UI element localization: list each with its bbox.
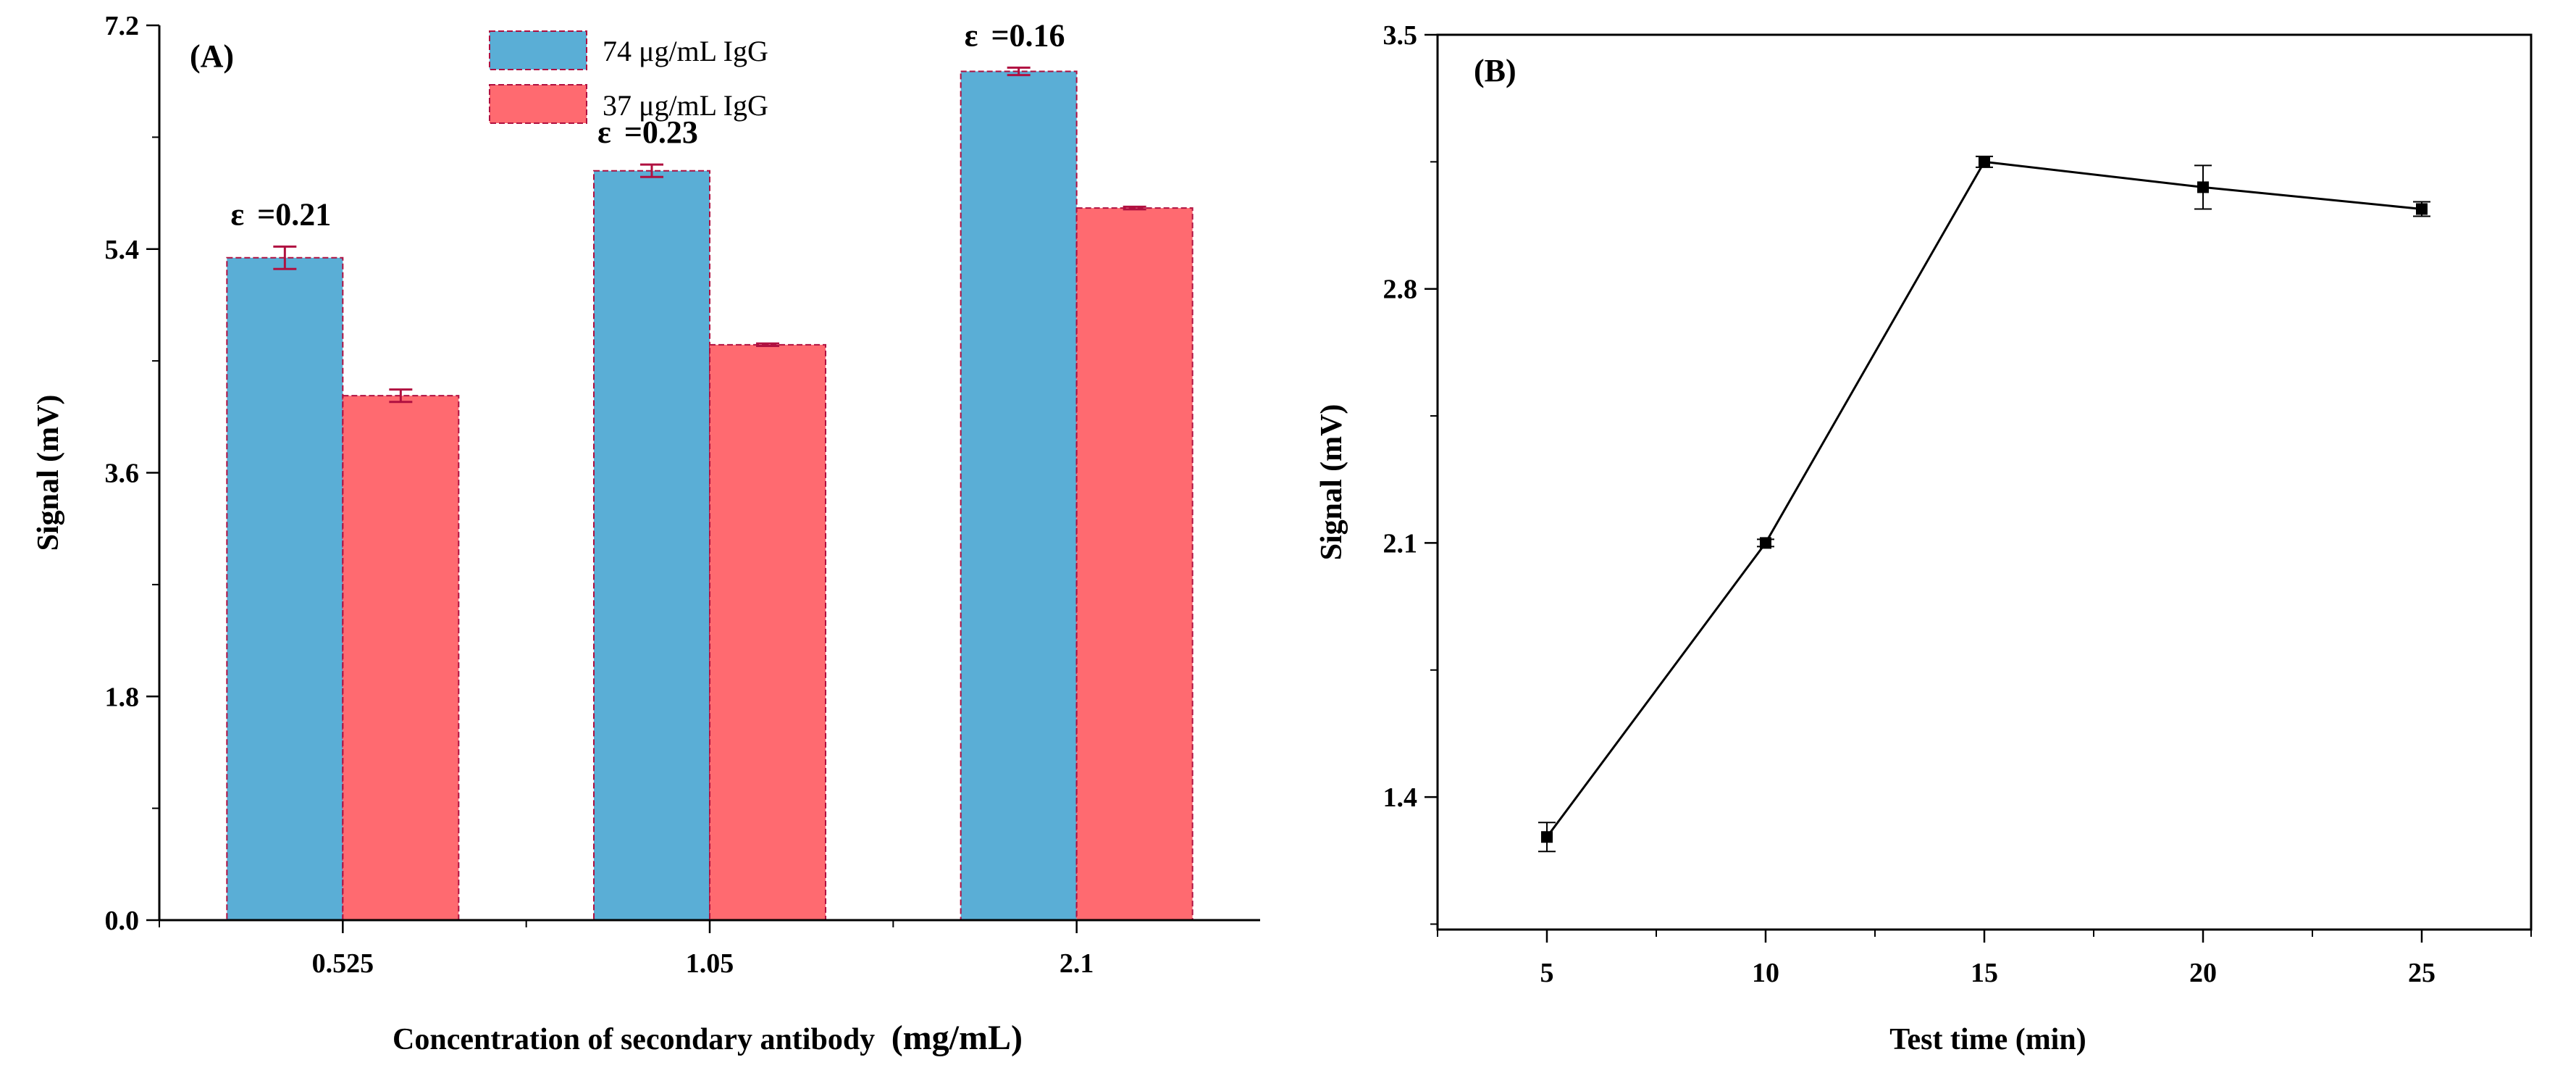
legend-label-37-igg: 37 μg/mL IgG (603, 89, 768, 122)
b-x-tick-label-25: 25 (2408, 958, 2436, 988)
series-line (1545, 160, 2422, 838)
panel-b-label: (B) (1474, 53, 1516, 88)
legend-swatch-74-igg (489, 30, 587, 70)
b-y-tick-label-3.5: 3.5 (1383, 20, 1418, 51)
y-tick-label-3.6: 3.6 (105, 459, 140, 489)
b-y-tick-label-1.4: 1.4 (1383, 782, 1418, 813)
b-x-tick-label-15: 15 (1971, 958, 1998, 988)
y-tick-label-0.0: 0.0 (105, 906, 140, 936)
panel-b-line-chart: (B) 1.4 2.1 2.8 3.5 5 10 15 20 25 Signal (mV) Te… (1315, 20, 2533, 1056)
legend-label-74-igg: 74 μg/mL IgG (603, 35, 768, 67)
bar-74-igg-2.1 (960, 70, 1078, 921)
data-point-25 (2416, 203, 2428, 215)
y-tick-label-5.4: 5.4 (105, 235, 140, 265)
data-point-20 (2197, 181, 2209, 193)
annotation-epsilon-1.05: ε =0.23 (597, 114, 698, 150)
bar-74-igg-0.525 (226, 256, 344, 921)
panel-b-plot-area: 1.4 2.1 2.8 3.5 5 10 15 20 25 (1383, 20, 2533, 988)
annotation-symbol: ε (965, 17, 978, 53)
bar-74-igg-1.05 (593, 170, 710, 921)
y-tick-label-1.8: 1.8 (105, 682, 140, 712)
data-point-10 (1760, 537, 1771, 549)
bar-37-igg-2.1 (1075, 207, 1193, 922)
annotation-symbol: ε (230, 196, 244, 232)
panel-a-legend: 74 μg/mL IgG 37 μg/mL IgG (489, 30, 768, 124)
panel-a-label: (A) (190, 38, 234, 74)
b-x-tick-label-10: 10 (1752, 958, 1779, 988)
b-x-tick-label-20: 20 (2189, 958, 2217, 988)
annotation-symbol: ε (597, 114, 611, 150)
panel-a-plot-area: ε =0.21 0.525 ε =0.23 1.05 ε =0.16 2.1 0.0 1.8 3.6 5… (105, 11, 1260, 979)
x-tick-label-1.05: 1.05 (686, 948, 734, 979)
annotation-value: =0.21 (257, 196, 331, 232)
data-point-15 (1979, 156, 1990, 168)
legend-swatch-37-igg (489, 84, 587, 124)
annotation-epsilon-0.525: ε =0.21 (230, 196, 331, 232)
panel-a-x-axis-title: Concentration of secondary antibody (mg/… (393, 1019, 1023, 1057)
x-tick-label-2.1: 2.1 (1060, 948, 1094, 979)
b-y-tick-label-2.1: 2.1 (1383, 528, 1418, 559)
annotation-value: =0.16 (991, 17, 1065, 53)
b-x-tick-label-5: 5 (1540, 958, 1554, 988)
annotation-value: =0.23 (624, 114, 698, 150)
panel-b-frame (1436, 33, 2533, 931)
panel-a-x-axis-title-text: Concentration of secondary antibody (393, 1023, 875, 1056)
bar-37-igg-1.05 (709, 343, 826, 921)
panel-a-y-axis-title: Signal (mV) (32, 395, 65, 551)
b-y-tick-label-2.8: 2.8 (1383, 275, 1418, 305)
panel-b-y-axis-title: Signal (mV) (1315, 404, 1348, 561)
panel-a-bar-chart: (A) ε =0.21 0.525 ε =0.23 1.05 ε =0.16 2.1 0.0 1.8… (32, 11, 1260, 1057)
x-tick-label-0.525: 0.525 (312, 948, 374, 979)
bar-37-igg-0.525 (342, 395, 460, 921)
panel-b-x-axis-title: Test time (min) (1889, 1023, 2086, 1056)
panel-a-x-axis-title-unit: (mg/mL) (891, 1019, 1023, 1057)
y-tick-label-7.2: 7.2 (105, 11, 140, 41)
data-point-5 (1541, 831, 1553, 843)
annotation-epsilon-2.1: ε =0.16 (965, 17, 1065, 53)
